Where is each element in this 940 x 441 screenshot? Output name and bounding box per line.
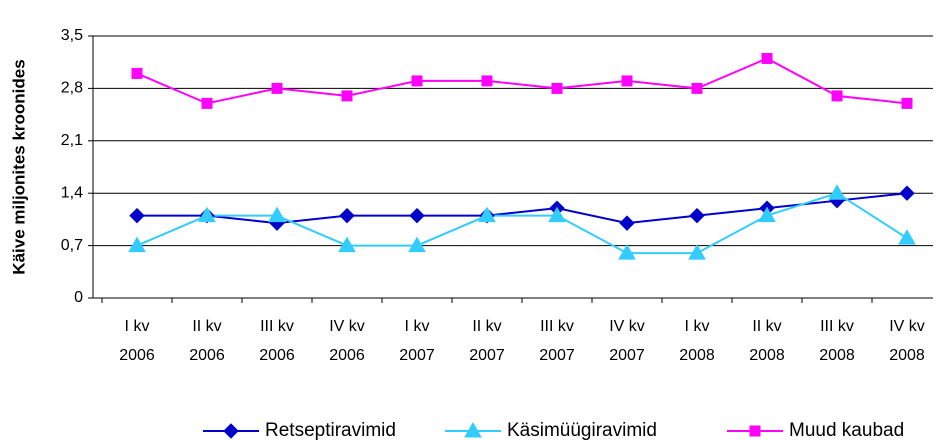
marker (621, 75, 633, 87)
marker (271, 82, 283, 94)
x-tick-label: 2006 (189, 347, 225, 364)
marker (758, 206, 776, 223)
marker (128, 236, 146, 253)
marker (551, 82, 563, 94)
legend-label: Käsimüügiravimid (507, 420, 657, 441)
marker (131, 67, 143, 79)
marker (409, 207, 425, 224)
x-tick-label: 2008 (749, 347, 785, 364)
series-line (136, 57, 908, 105)
x-tick-label: II kv (752, 318, 781, 335)
marker (901, 97, 913, 109)
legend-label: Muud kaubad (789, 420, 904, 441)
marker (548, 206, 566, 223)
marker (899, 185, 915, 201)
x-tick-label: I kv (405, 318, 430, 335)
marker (268, 206, 286, 223)
marker (481, 75, 493, 87)
x-tick-label: 2008 (889, 347, 925, 364)
y-tick-label: 0 (74, 289, 83, 306)
marker (831, 90, 843, 102)
marker (338, 236, 356, 253)
y-tick-label: 2,1 (61, 132, 83, 149)
series-line (136, 192, 908, 255)
marker (761, 52, 773, 64)
x-tick-label: I kv (125, 318, 150, 335)
marker (339, 207, 355, 224)
marker (201, 97, 213, 109)
marker (619, 215, 635, 231)
x-tick-label: 2007 (539, 347, 575, 364)
marker (411, 75, 423, 87)
y-tick-label: 3,5 (61, 27, 83, 44)
marker (688, 244, 706, 260)
y-tick-label: 0,7 (61, 237, 83, 254)
legend-label: Retseptiravimid (265, 420, 396, 441)
x-tick-label: 2008 (819, 347, 855, 364)
x-tick-label: III kv (820, 318, 854, 335)
x-tick-label: 2006 (119, 347, 155, 364)
y-tick-label: 2,8 (61, 80, 83, 97)
marker (198, 206, 216, 223)
x-tick-label: 2007 (399, 347, 435, 364)
x-tick-label: III kv (540, 318, 574, 335)
marker (129, 207, 145, 224)
x-tick-label: 2007 (609, 347, 645, 364)
marker (341, 90, 353, 102)
x-tick-label: 2007 (469, 347, 505, 364)
marker (828, 184, 846, 200)
legend-marker (749, 425, 761, 437)
x-tick-label: 2006 (259, 347, 295, 364)
x-tick-label: 2008 (679, 347, 715, 364)
y-tick-label: 1,4 (61, 184, 83, 201)
x-tick-label: 2006 (329, 347, 365, 364)
marker (408, 236, 426, 253)
marker (689, 207, 705, 224)
marker (691, 82, 703, 94)
marker (478, 206, 496, 223)
series-line (137, 192, 908, 225)
x-tick-label: III kv (260, 318, 294, 335)
x-tick-label: IV kv (889, 318, 925, 335)
x-tick-label: IV kv (329, 318, 365, 335)
legend-marker (464, 421, 482, 438)
legend-marker (223, 423, 239, 439)
marker (618, 244, 636, 260)
marker (898, 229, 916, 245)
y-axis-label: Käive miljonites kroonides (9, 59, 28, 274)
x-tick-label: IV kv (609, 318, 645, 335)
x-tick-label: II kv (192, 318, 221, 335)
x-tick-label: I kv (685, 318, 710, 335)
x-tick-label: II kv (472, 318, 501, 335)
